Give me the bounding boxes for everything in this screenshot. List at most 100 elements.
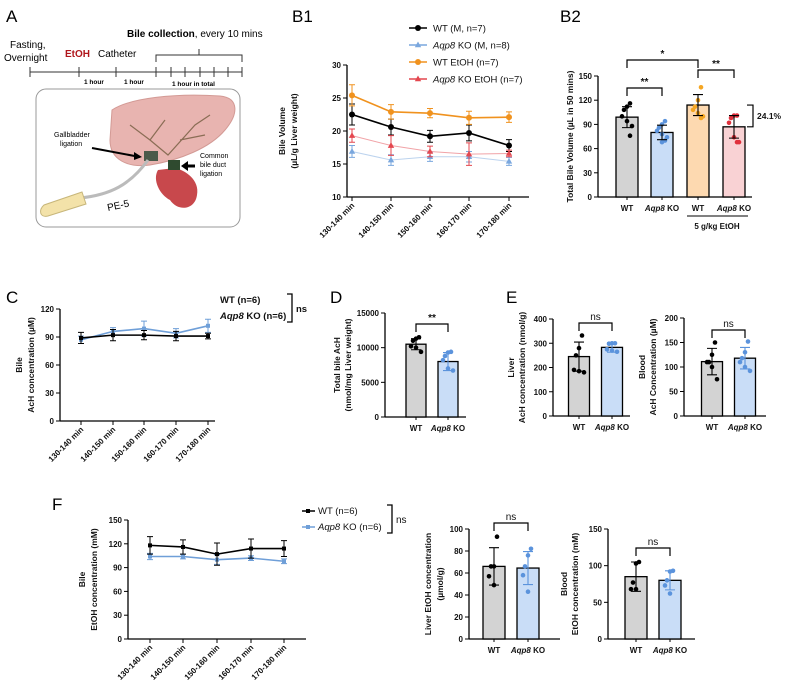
data-point [148,543,152,548]
y-tick-label: 5000 [361,378,379,387]
data-point [630,580,636,585]
error-bar [729,114,739,139]
x-tick-label: Aqp8 KO [430,424,465,433]
data-point [466,114,472,121]
x-tick-label: WT [488,646,501,655]
y-tick-label: 0 [674,412,679,421]
data-point [664,578,670,583]
bar [615,116,639,198]
y-tick-label: 0 [598,635,603,644]
series-0 [349,103,512,152]
y-tick-label: 90 [583,120,592,129]
italic-gene-name: Aqp8 [510,646,532,655]
significance-label: ** [641,77,649,88]
significance-label: * [661,49,665,60]
y-axis-title: Bile [77,571,87,587]
data-point [79,335,83,340]
legend-label: Aqp8 KO (n=6) [219,311,286,322]
y-axis-title: AcH concentration (µM) [26,317,36,413]
data-point [579,333,585,338]
italic-gene-name: Aqp8 [644,204,666,213]
legend-marker [414,41,422,48]
interval-1: 1 hour [84,79,104,86]
label-suffix: KO [737,204,751,213]
y-axis-title: Bile Volume [277,107,287,155]
data-point [690,107,696,113]
y-tick-label: 120 [579,96,593,105]
y-tick-label: 100 [450,525,464,534]
series-1 [78,329,211,345]
italic-gene-name: Aqp8 [430,424,452,433]
italic-gene-name: Aqp8 [727,423,749,432]
data-point [654,128,660,134]
legend-label: WT (n=6) [220,295,260,306]
significance-label: ** [428,313,436,324]
y-tick-label: 100 [534,388,548,397]
data-point [627,101,633,106]
arrowhead-icon [181,161,188,171]
label-suffix: KO [673,646,687,655]
legend-marker [415,59,421,65]
y-tick-label: 90 [45,333,54,342]
intestine-illustration [155,168,198,208]
data-point [410,338,416,344]
y-axis-title: (nmol/mg Liver weight) [343,318,353,411]
significance-label: ns [296,304,307,315]
error-bar [693,94,703,117]
timeline [29,49,243,77]
y-axis-title: (µmol/g) [435,567,445,600]
legend-label: Aqp8 KO (n=6) [317,522,382,533]
legend-bracket [287,293,293,323]
y-tick-label: 15000 [357,309,380,318]
italic-gene-name: Aqp8 [219,311,244,322]
gallbladder-ligation-clip [144,151,158,161]
label-suffix: KO (n=6) [340,522,381,533]
y-tick-label: 120 [109,540,123,549]
data-point [525,589,531,594]
bar [600,346,624,417]
data-point [349,92,355,99]
y-axis-title: Bile [14,357,24,373]
data-point [745,339,751,344]
data-point [505,157,513,164]
legend-marker [415,25,421,31]
data-point [249,546,253,551]
x-tick-label: 170-180 min [250,643,289,682]
y-axis-title: AcH concentration (nmol/g) [517,312,527,424]
chart-e-liver: 0 100 200 300 400 Liver AcH concentration (nmo… [506,312,630,432]
data-point [388,108,394,115]
data-point [206,334,210,339]
data-point [698,84,704,90]
error-bar [607,341,617,353]
label-suffix: KO EtOH (n=7) [455,75,522,86]
y-axis-title: EtOH concentration (mM) [570,533,580,636]
data-point [506,142,512,149]
data-point [573,353,579,358]
data-point [181,544,185,549]
y-tick-label: 25 [332,94,341,103]
significance-bracket [493,522,529,531]
data-point [442,353,448,359]
y-tick-label: 200 [534,364,548,373]
x-tick-label: 130-140 min [318,201,357,240]
y-tick-label: 0 [588,193,593,202]
x-tick-label: Aqp8 KO [727,423,762,432]
y-tick-label: 80 [454,547,463,556]
y-tick-label: 50 [593,598,602,607]
y-tick-label: 0 [50,417,55,426]
legend-label: Aqp8 KO EtOH (n=7) [432,75,523,86]
y-axis-title: Blood [637,355,647,379]
x-tick-label: 150-160 min [183,643,222,682]
pe5-tube [79,159,150,200]
legend-marker [306,525,310,529]
data-point [494,534,500,539]
x-tick-label: Aqp8 KO [594,423,629,432]
panel-label-f: F [52,495,62,514]
etoh-label: EtOH [65,49,90,60]
panel-label-b1: B1 [292,7,313,26]
panel-label-b2: B2 [560,7,581,26]
data-point [628,586,634,592]
y-tick-label: 0 [459,635,464,644]
data-point [712,340,718,345]
y-tick-label: 20 [454,613,463,622]
